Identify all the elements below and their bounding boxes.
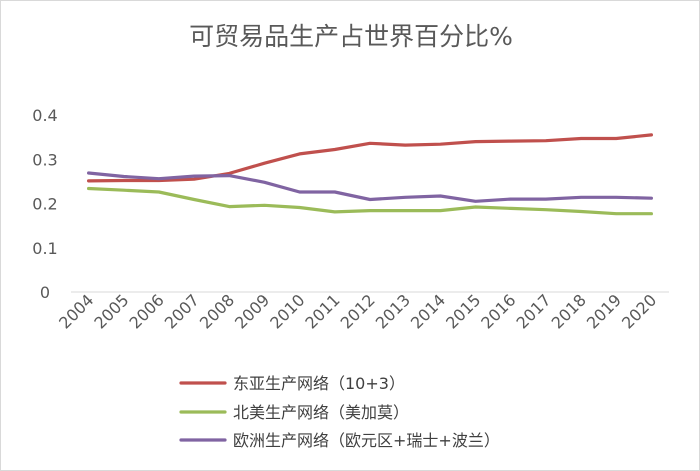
chart-title: 可贸易品生产占世界百分比% bbox=[189, 22, 513, 51]
x-tick-label: 2004 bbox=[55, 290, 97, 332]
legend-label-3: 欧洲生产网络（欧元区+瑞士+波兰） bbox=[233, 431, 500, 450]
x-tick-label: 2011 bbox=[301, 290, 343, 332]
x-tick-label: 2009 bbox=[231, 290, 273, 332]
legend-label-1: 东亚生产网络（10+3） bbox=[233, 374, 405, 393]
x-tick-label: 2008 bbox=[196, 290, 238, 332]
x-tick-label: 2015 bbox=[442, 290, 484, 332]
x-tick-label: 2017 bbox=[512, 290, 554, 332]
x-tick-label: 2014 bbox=[407, 290, 449, 332]
series-line-2 bbox=[86, 186, 654, 216]
series-lines bbox=[86, 133, 654, 216]
y-tick-label: 0.1 bbox=[32, 239, 57, 258]
x-tick-label: 2018 bbox=[548, 290, 590, 332]
x-tick-label: 2020 bbox=[618, 290, 660, 332]
y-tick-label: 0.3 bbox=[32, 150, 57, 169]
x-tick-label: 2013 bbox=[372, 290, 414, 332]
y-axis-ticks: 0 0.1 0.2 0.3 0.4 bbox=[32, 106, 57, 302]
x-tick-label: 2012 bbox=[337, 290, 379, 332]
series-line-3 bbox=[86, 171, 654, 203]
legend: 东亚生产网络（10+3） 北美生产网络（美加莫） 欧洲生产网络（欧元区+瑞士+波兰） bbox=[179, 374, 500, 450]
series-line-1 bbox=[86, 133, 654, 183]
y-tick-label: 0 bbox=[40, 283, 50, 302]
x-tick-label: 2005 bbox=[90, 290, 132, 332]
y-tick-label: 0.2 bbox=[32, 195, 57, 214]
x-axis-ticks: 2004200520062007200820092010201120122013… bbox=[55, 290, 660, 332]
x-tick-label: 2019 bbox=[583, 290, 625, 332]
y-tick-label: 0.4 bbox=[32, 106, 57, 125]
legend-label-2: 北美生产网络（美加莫） bbox=[233, 403, 409, 422]
x-tick-label: 2010 bbox=[266, 290, 308, 332]
x-tick-label: 2007 bbox=[161, 290, 203, 332]
x-tick-label: 2006 bbox=[126, 290, 168, 332]
x-tick-label: 2016 bbox=[477, 290, 519, 332]
